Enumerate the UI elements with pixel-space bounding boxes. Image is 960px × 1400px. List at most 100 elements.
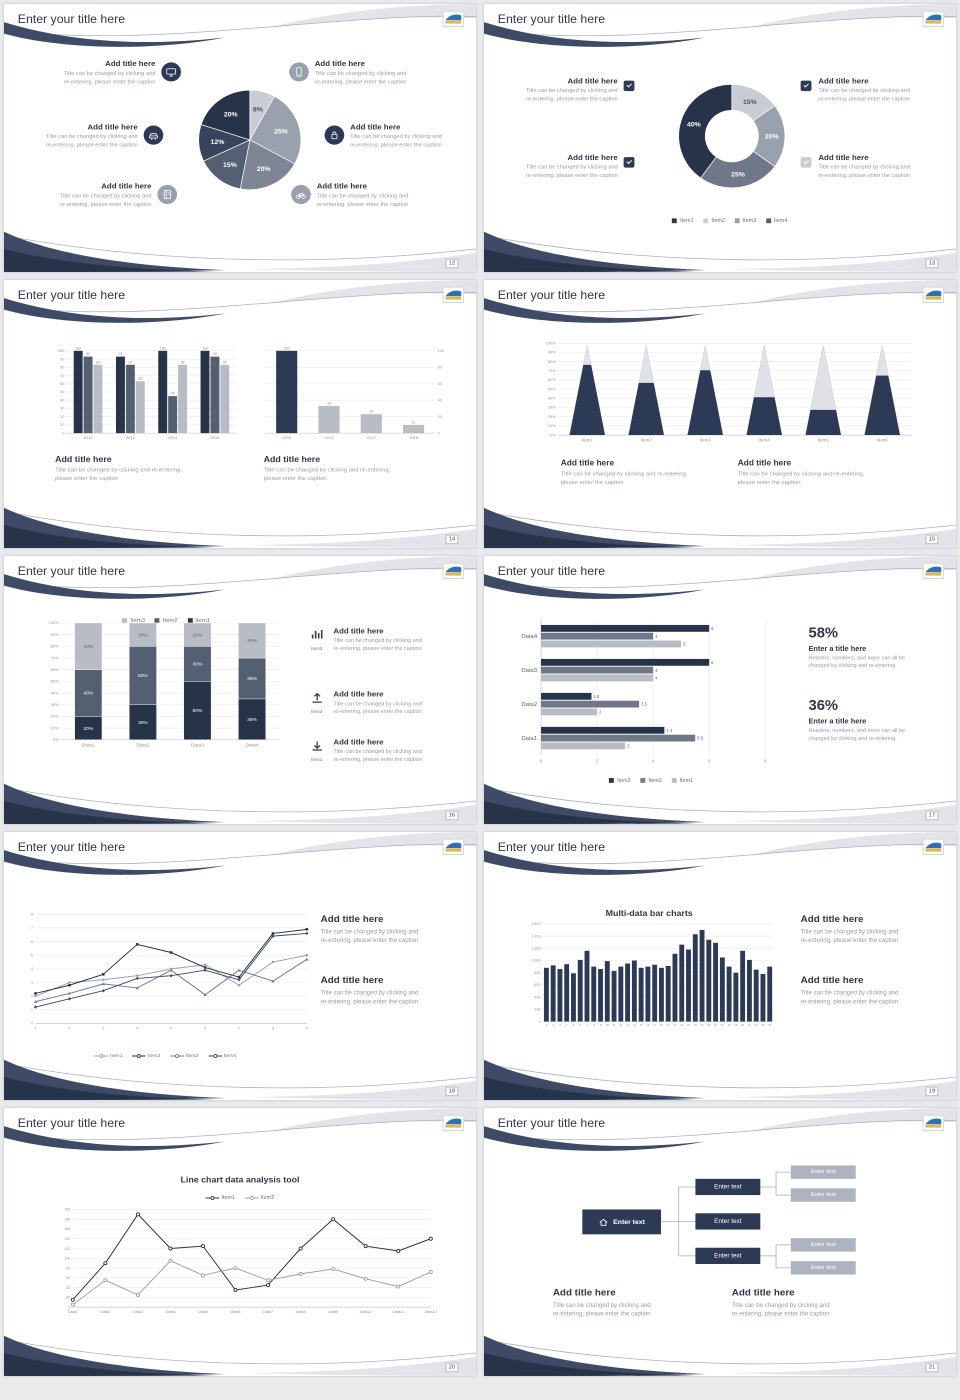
diagram-leaf-node[interactable]: Enter text bbox=[790, 1261, 856, 1275]
svg-text:40: 40 bbox=[66, 1286, 70, 1290]
phone-icon bbox=[289, 62, 309, 82]
diagram-node[interactable]: Enter text bbox=[695, 1247, 761, 1265]
caption-line: please enter the caption bbox=[263, 476, 327, 482]
legend-item: Item3 bbox=[609, 778, 631, 783]
page-number: 20 bbox=[445, 1362, 459, 1373]
line-chart: 0 20 40 60 80 100 120 140 160 180 200 Data1 Data2 Dat… bbox=[64, 1208, 437, 1314]
caption-line: re-entering, please enter the caption bbox=[800, 998, 899, 1006]
svg-text:100: 100 bbox=[438, 349, 444, 353]
svg-text:90: 90 bbox=[60, 357, 64, 361]
svg-text:83: 83 bbox=[129, 360, 133, 364]
block-title: Add title here bbox=[333, 626, 384, 636]
caption-line: re-entering, please enter the caption bbox=[320, 998, 419, 1006]
slide-19[interactable]: Enter your title here Multi-data bar cha… bbox=[484, 832, 956, 1100]
diagram-node[interactable]: Enter text bbox=[695, 1178, 761, 1196]
svg-text:6: 6 bbox=[579, 1023, 581, 1027]
slide-14-inner: Enter your title here 0 10 20 30 40 50 60 70 80 9… bbox=[4, 280, 476, 548]
svg-text:4: 4 bbox=[652, 758, 655, 763]
slide-16[interactable]: Enter your title here Item3 Item2 Item1 0%… bbox=[4, 556, 476, 824]
svg-text:60: 60 bbox=[438, 382, 442, 386]
slide-15[interactable]: Enter your title here 0% 10% 20% 30% 40% 50% 6… bbox=[484, 280, 956, 548]
brand-logo bbox=[442, 1114, 465, 1131]
chart-bars-icon bbox=[311, 629, 322, 639]
diagram-leaf-node[interactable]: Enter text bbox=[790, 1238, 856, 1252]
svg-text:93: 93 bbox=[119, 352, 123, 356]
checkbox-checked-icon[interactable] bbox=[800, 157, 812, 168]
slide-19-inner: Enter your title here Multi-data bar cha… bbox=[484, 832, 956, 1100]
page-number: 17 bbox=[925, 810, 939, 821]
feature-row: Item2 Add title here Title can be changed … bbox=[305, 690, 468, 717]
brand-logo bbox=[922, 838, 945, 855]
checkbox-checked-icon[interactable] bbox=[623, 80, 635, 92]
legend-item: Item1 bbox=[672, 218, 694, 224]
svg-text:63: 63 bbox=[138, 377, 142, 381]
checkbox-checked-icon[interactable] bbox=[800, 80, 812, 92]
slide-title: Enter your title here bbox=[497, 288, 606, 303]
block-title: Add title here bbox=[818, 153, 869, 162]
svg-text:200: 200 bbox=[64, 1208, 70, 1212]
slide-13[interactable]: Enter your title here 15% 20% 25% 40% Item1… bbox=[484, 4, 956, 272]
svg-text:5: 5 bbox=[573, 1023, 575, 1027]
legend-item: Item4 bbox=[208, 1053, 236, 1059]
line-legend: Item1 Item2 bbox=[73, 1188, 407, 1205]
bottom-swoosh-decoration bbox=[484, 1059, 956, 1100]
svg-text:23: 23 bbox=[369, 410, 373, 414]
svg-text:Data5: Data5 bbox=[198, 1310, 208, 1314]
lock-icon bbox=[324, 125, 345, 145]
slide-21[interactable]: Enter your title here Enter text Enter t… bbox=[484, 1108, 956, 1376]
svg-text:Data12: Data12 bbox=[425, 1310, 437, 1314]
svg-text:5: 5 bbox=[31, 954, 33, 958]
brand-logo bbox=[922, 1114, 945, 1131]
slide-title: Enter your title here bbox=[497, 840, 606, 855]
svg-text:10: 10 bbox=[60, 423, 64, 427]
diagram-node[interactable]: Enter text bbox=[695, 1213, 761, 1230]
top-swoosh-decoration bbox=[4, 832, 476, 875]
caption-block: Add title here Title can be changed by cl… bbox=[20, 60, 156, 87]
slide-title: Enter your title here bbox=[17, 564, 126, 579]
node-label: Enter text bbox=[714, 1218, 742, 1225]
caption-block: Add title here Title can be changed by cl… bbox=[492, 153, 618, 180]
diagram-leaf-node[interactable]: Enter text bbox=[790, 1188, 856, 1202]
block-title: Add title here bbox=[105, 59, 156, 69]
block-caption: Title can be changed by clicking and re-e… bbox=[801, 928, 945, 946]
svg-text:7: 7 bbox=[31, 926, 33, 930]
svg-text:30%: 30% bbox=[193, 662, 204, 668]
checkbox-checked-icon[interactable] bbox=[623, 157, 635, 168]
legend-item: Item1 bbox=[205, 1195, 235, 1201]
slide-14[interactable]: Enter your title here 0 10 20 30 40 50 60 70 80 9… bbox=[4, 280, 476, 548]
bottom-swoosh-decoration bbox=[4, 231, 476, 272]
diagram-root-node[interactable]: Enter text bbox=[582, 1209, 661, 1235]
svg-text:10%: 10% bbox=[548, 424, 556, 428]
diagram-leaf-node[interactable]: Enter text bbox=[790, 1165, 856, 1179]
caption-line: please enter the caption bbox=[560, 480, 624, 486]
svg-text:400: 400 bbox=[534, 995, 540, 999]
home-icon bbox=[599, 1218, 608, 1226]
stat-value: 58% bbox=[808, 624, 839, 642]
svg-text:10%: 10% bbox=[51, 725, 59, 730]
block-title: Add title here bbox=[800, 975, 864, 987]
slide-21-inner: Enter your title here Enter text Enter t… bbox=[484, 1108, 956, 1376]
slide-20[interactable]: Enter your title here Line chart data an… bbox=[4, 1108, 476, 1376]
slide-17[interactable]: Enter your title here 0 2 4 6 8 Data4 6 4 5 Data3… bbox=[484, 556, 956, 824]
legend-item: Item3 bbox=[170, 1053, 198, 1059]
brand-logo bbox=[442, 838, 465, 855]
pie-chart: 8% 25% 20% 15% 12% 20% bbox=[198, 89, 302, 190]
svg-text:20%: 20% bbox=[257, 166, 271, 173]
svg-text:83: 83 bbox=[181, 360, 185, 364]
caption-line: changed by clicking and re-entering. bbox=[808, 663, 897, 670]
legend-item: Item3 bbox=[122, 618, 145, 623]
svg-text:Data1: Data1 bbox=[82, 743, 95, 749]
slide-12[interactable]: Enter your title here 8% 25% 20% 15% 12% 20% … bbox=[4, 4, 476, 272]
bottom-swoosh-decoration bbox=[484, 1335, 956, 1376]
top-swoosh-decoration bbox=[4, 1108, 476, 1151]
svg-text:Data4: Data4 bbox=[521, 634, 537, 640]
svg-text:2: 2 bbox=[596, 758, 599, 763]
block-caption: Title can be changed by clicking and re-e… bbox=[818, 164, 948, 181]
svg-text:180: 180 bbox=[64, 1218, 70, 1222]
svg-text:83: 83 bbox=[223, 360, 227, 364]
block-caption: Title can be changed by clicking and re-… bbox=[264, 467, 451, 484]
svg-text:80: 80 bbox=[66, 1266, 70, 1270]
